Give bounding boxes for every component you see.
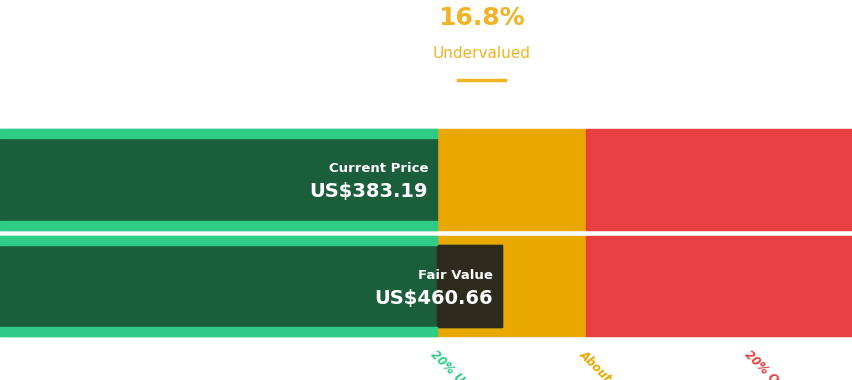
- Bar: [436, 236, 585, 336]
- Text: About Right: About Right: [576, 348, 642, 380]
- Bar: [0, 236, 436, 245]
- Bar: [0, 221, 436, 230]
- Bar: [0, 129, 436, 230]
- Bar: [0, 138, 436, 221]
- Text: Fair Value: Fair Value: [417, 269, 492, 282]
- Bar: [0, 236, 436, 336]
- Bar: [436, 245, 501, 327]
- Text: 20% Undervalued: 20% Undervalued: [427, 348, 518, 380]
- Bar: [436, 129, 585, 230]
- Text: US$460.66: US$460.66: [374, 289, 492, 308]
- Text: 16.8%: 16.8%: [438, 6, 524, 30]
- Bar: [0, 129, 436, 138]
- Bar: [0, 245, 501, 327]
- Text: Undervalued: Undervalued: [432, 46, 530, 61]
- Bar: [585, 236, 852, 336]
- Text: 20% Overvalued: 20% Overvalued: [740, 348, 826, 380]
- Text: Current Price: Current Price: [328, 162, 428, 175]
- Text: US$383.19: US$383.19: [309, 182, 428, 201]
- Bar: [0, 327, 436, 336]
- Bar: [585, 129, 852, 230]
